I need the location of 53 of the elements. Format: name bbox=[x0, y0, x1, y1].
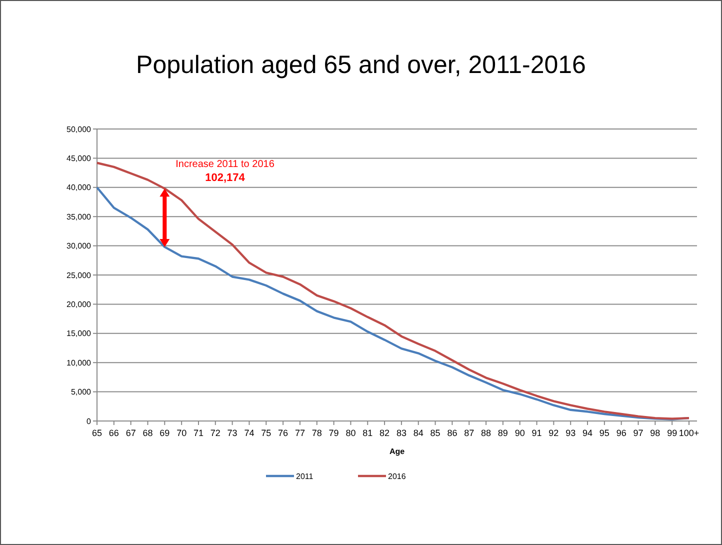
y-tick-label: 40,000 bbox=[66, 183, 92, 192]
x-tick-label: 86 bbox=[447, 428, 458, 438]
x-tick-label: 78 bbox=[312, 428, 322, 438]
x-tick-label: 90 bbox=[514, 428, 525, 438]
y-tick-label: 30,000 bbox=[66, 242, 92, 251]
x-tick-label: 93 bbox=[566, 428, 576, 438]
y-tick-label: 25,000 bbox=[66, 270, 92, 280]
x-tick-label: 76 bbox=[278, 428, 288, 438]
x-tick-label: 99 bbox=[667, 428, 678, 438]
x-axis-title: Age bbox=[389, 447, 406, 456]
x-tick-label: 79 bbox=[328, 428, 339, 438]
x-tick-label: 85 bbox=[430, 428, 440, 438]
x-tick-label: 95 bbox=[599, 428, 610, 438]
x-tick-label: 92 bbox=[548, 428, 559, 438]
chart-title: Population aged 65 and over, 2011-2016 bbox=[136, 51, 586, 79]
x-tick-label: 83 bbox=[396, 428, 406, 438]
x-tick-label: 80 bbox=[346, 428, 356, 438]
x-tick-label: 94 bbox=[582, 428, 593, 438]
x-tick-label: 65 bbox=[92, 428, 102, 438]
x-tick-label: 87 bbox=[464, 428, 474, 438]
y-tick-label: 50,000 bbox=[66, 124, 92, 134]
y-tick-label: 20,000 bbox=[66, 300, 92, 309]
y-tick-label: 0 bbox=[86, 416, 92, 426]
x-tick-label: 82 bbox=[380, 428, 390, 438]
x-tick-label: 75 bbox=[261, 428, 272, 438]
y-tick-label: 45,000 bbox=[66, 154, 92, 163]
x-tick-label: 98 bbox=[650, 428, 660, 438]
x-tick-label: 91 bbox=[532, 428, 542, 438]
y-tick-label: 5,000 bbox=[70, 388, 92, 397]
legend-label: 2016 bbox=[388, 472, 406, 481]
x-tick-label: 67 bbox=[126, 428, 136, 438]
x-tick-label: 89 bbox=[498, 428, 508, 438]
annotation: Increase 2011 to 2016 bbox=[176, 159, 275, 170]
legend-label: 2011 bbox=[296, 472, 314, 481]
x-tick-label: 70 bbox=[176, 428, 187, 438]
y-tick-label: 15,000 bbox=[66, 329, 92, 338]
x-tick-label: 88 bbox=[481, 428, 492, 438]
x-tick-label: 68 bbox=[142, 428, 153, 438]
x-tick-label: 97 bbox=[633, 428, 644, 438]
x-tick-label: 100+ bbox=[678, 428, 700, 438]
x-tick-label: 71 bbox=[193, 428, 204, 438]
y-tick-label: 35,000 bbox=[66, 212, 92, 222]
x-tick-label: 74 bbox=[244, 428, 254, 438]
x-tick-label: 69 bbox=[160, 428, 170, 438]
x-tick-label: 84 bbox=[413, 428, 424, 438]
x-tick-label: 73 bbox=[227, 428, 238, 438]
x-tick-label: 66 bbox=[108, 428, 119, 438]
annotation: 102,174 bbox=[205, 172, 246, 184]
x-tick-label: 96 bbox=[616, 428, 626, 438]
x-tick-label: 81 bbox=[362, 428, 373, 438]
x-tick-label: 77 bbox=[294, 428, 305, 438]
y-tick-label: 10,000 bbox=[66, 358, 92, 368]
x-tick-label: 72 bbox=[210, 428, 220, 438]
